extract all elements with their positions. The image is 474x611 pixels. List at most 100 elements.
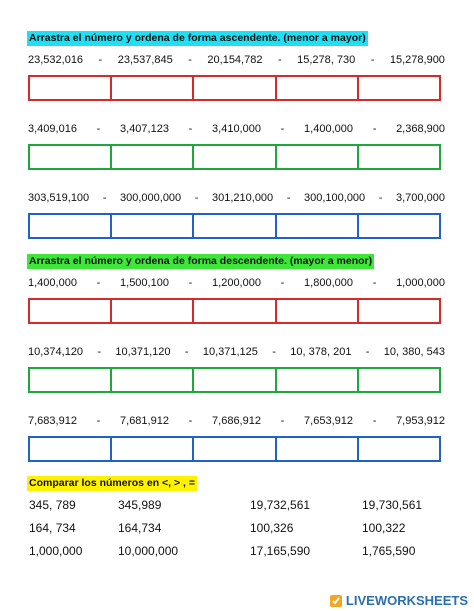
drop-box[interactable] [110, 144, 193, 170]
drop-box[interactable] [274, 298, 357, 324]
number-tile[interactable]: 7,681,912 [120, 415, 169, 427]
compare-number: 164,734 [118, 521, 162, 535]
drop-box[interactable] [28, 298, 111, 324]
drop-box[interactable] [28, 144, 111, 170]
separator: - [286, 192, 291, 204]
compare-number: 164, 734 [29, 521, 76, 535]
number-tile[interactable]: 1,000,000 [396, 277, 445, 289]
separator: - [277, 54, 282, 66]
drop-box[interactable] [192, 75, 275, 101]
drop-box[interactable] [356, 213, 442, 239]
drop-box[interactable] [356, 367, 442, 393]
drop-box[interactable] [110, 213, 193, 239]
number-tile[interactable]: 10, 378, 201 [290, 346, 352, 358]
drop-box[interactable] [110, 298, 193, 324]
drop-row [28, 436, 442, 462]
separator: - [365, 346, 370, 358]
separator: - [96, 123, 101, 135]
drop-box[interactable] [28, 75, 111, 101]
drop-box[interactable] [110, 436, 193, 462]
number-tile[interactable]: 10,371,120 [115, 346, 171, 358]
drop-box[interactable] [28, 213, 111, 239]
compare-number: 19,730,561 [362, 498, 423, 512]
number-tile[interactable]: 10,371,125 [202, 346, 258, 358]
drop-box[interactable] [356, 144, 442, 170]
separator: - [98, 54, 103, 66]
number-tile[interactable]: 3,409,016 [28, 123, 77, 135]
compare-number: 1,765,590 [362, 544, 416, 558]
drop-box[interactable] [192, 298, 275, 324]
number-tile[interactable]: 15,278,900 [389, 54, 445, 66]
separator: - [97, 346, 102, 358]
number-tile[interactable]: 3,410,000 [212, 123, 261, 135]
section-heading: Arrastra el número y ordena de forma asc… [27, 31, 368, 46]
drop-box[interactable] [356, 298, 442, 324]
compare-number: 345, 789 [29, 498, 76, 512]
brand-logo: LIVEWORKSHEETS [329, 593, 468, 608]
separator: - [370, 54, 375, 66]
separator: - [188, 415, 193, 427]
drop-row [28, 298, 442, 324]
number-tile[interactable]: 1,500,100 [120, 277, 169, 289]
number-row: 7,683,912 - 7,681,912 - 7,686,912 - 7,653,912 -… [28, 414, 445, 428]
drop-box[interactable] [28, 367, 111, 393]
drop-box[interactable] [356, 436, 442, 462]
number-tile[interactable]: 20,154,782 [207, 54, 263, 66]
drop-box[interactable] [192, 367, 275, 393]
section-heading: Arrastra el número y ordena de forma des… [27, 254, 375, 269]
brand-icon [329, 594, 342, 607]
compare-number: 10,000,000 [118, 544, 179, 558]
number-tile[interactable]: 7,686,912 [212, 415, 261, 427]
separator: - [280, 123, 285, 135]
separator: - [372, 415, 377, 427]
number-tile[interactable]: 301,210,000 [212, 192, 274, 204]
separator: - [280, 415, 285, 427]
number-row: 23,532,016 - 23,537,845 - 20,154,782 - 15,278,… [28, 53, 445, 67]
number-tile[interactable]: 10, 380, 543 [383, 346, 445, 358]
number-tile[interactable]: 3,700,000 [396, 192, 445, 204]
drop-box[interactable] [192, 144, 275, 170]
drop-box[interactable] [110, 75, 193, 101]
drop-box[interactable] [274, 436, 357, 462]
number-tile[interactable]: 1,400,000 [28, 277, 77, 289]
compare-number: 1,000,000 [29, 544, 83, 558]
separator: - [378, 192, 383, 204]
number-tile[interactable]: 300,100,000 [304, 192, 366, 204]
drop-box[interactable] [192, 213, 275, 239]
number-row: 1,400,000 - 1,500,100 - 1,200,000 - 1,800,000 -… [28, 276, 445, 290]
number-tile[interactable]: 23,532,016 [28, 54, 84, 66]
drop-box[interactable] [28, 436, 111, 462]
separator: - [272, 346, 276, 358]
number-tile[interactable]: 1,800,000 [304, 277, 353, 289]
compare-number: 19,732,561 [250, 498, 311, 512]
drop-row [28, 144, 442, 170]
drop-row [28, 75, 442, 101]
number-tile[interactable]: 300,000,000 [120, 192, 182, 204]
drop-box[interactable] [274, 144, 357, 170]
number-tile[interactable]: 2,368,900 [396, 123, 445, 135]
compare-number: 100,322 [362, 521, 406, 535]
drop-box[interactable] [192, 436, 275, 462]
number-tile[interactable]: 7,653,912 [304, 415, 353, 427]
separator: - [194, 192, 199, 204]
drop-box[interactable] [110, 367, 193, 393]
number-tile[interactable]: 1,400,000 [304, 123, 353, 135]
drop-box[interactable] [274, 213, 357, 239]
number-tile[interactable]: 303,519,100 [28, 192, 90, 204]
separator: - [102, 192, 107, 204]
number-row: 10,374,120 - 10,371,120 - 10,371,125 - 10, 378… [28, 345, 445, 359]
number-tile[interactable]: 23,537,845 [117, 54, 173, 66]
number-tile[interactable]: 7,953,912 [396, 415, 445, 427]
drop-box[interactable] [356, 75, 442, 101]
number-tile[interactable]: 1,200,000 [212, 277, 261, 289]
drop-box[interactable] [274, 75, 357, 101]
number-tile[interactable]: 3,407,123 [120, 123, 169, 135]
number-row: 303,519,100-300,000,000-301,210,000-300,… [28, 191, 445, 205]
number-tile[interactable]: 7,683,912 [28, 415, 77, 427]
number-tile[interactable]: 15,278, 730 [297, 54, 356, 66]
number-tile[interactable]: 10,374,120 [28, 346, 84, 358]
brand-text: LIVEWORKSHEETS [345, 593, 468, 608]
separator: - [188, 123, 193, 135]
drop-box[interactable] [274, 367, 357, 393]
